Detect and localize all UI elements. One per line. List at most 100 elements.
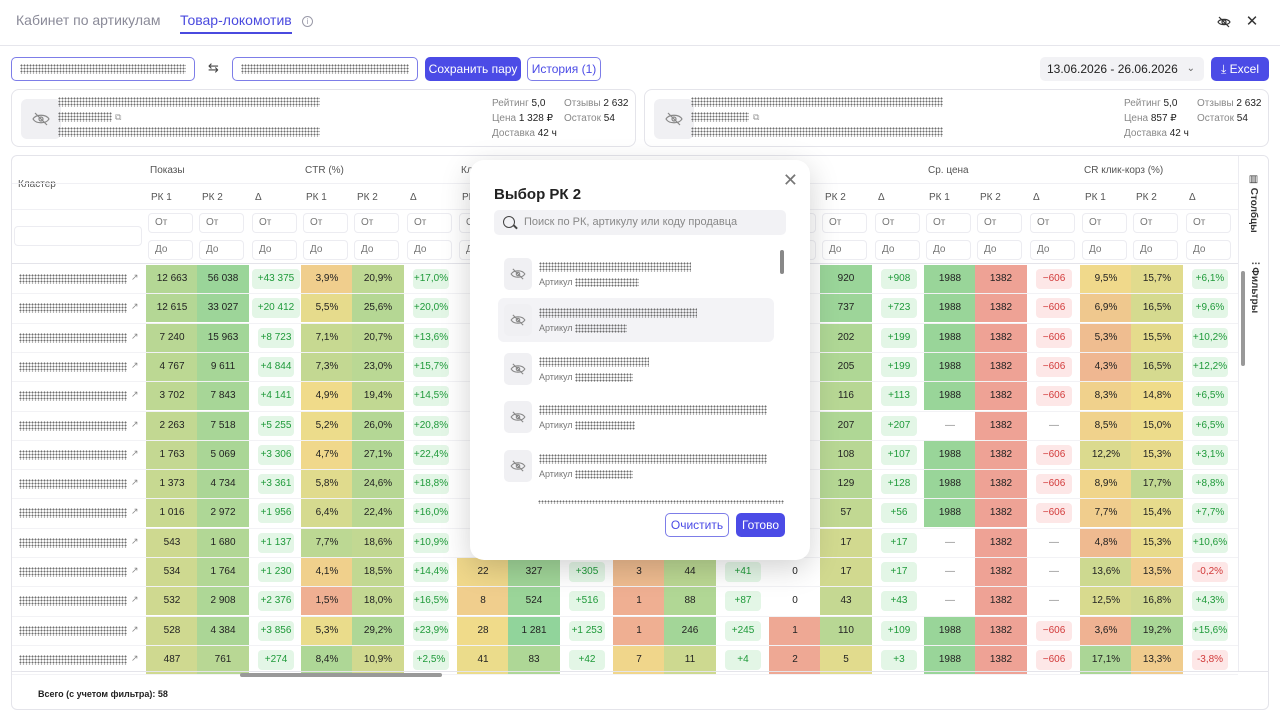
copy-icon[interactable]: ⧉ bbox=[115, 112, 122, 122]
table-cell: 8,9% bbox=[1080, 470, 1132, 499]
campaign-list-item[interactable]: Артикул bbox=[498, 347, 774, 391]
filter-to[interactable]: До bbox=[199, 240, 244, 260]
tab-cabinet[interactable]: Кабинет по артикулам bbox=[16, 12, 161, 28]
filter-to[interactable]: До bbox=[1082, 240, 1127, 260]
header-sub[interactable]: Δ bbox=[410, 192, 417, 203]
header-cluster[interactable]: Кластер bbox=[18, 179, 56, 190]
header-sub[interactable]: Δ bbox=[255, 192, 262, 203]
external-link-icon[interactable]: ↗ bbox=[131, 330, 139, 341]
table-cell: 25,6% bbox=[352, 294, 404, 323]
filter-from[interactable]: От bbox=[1186, 213, 1231, 233]
columns-toggle[interactable]: ▥ Столбцы bbox=[1248, 174, 1259, 233]
modal-scrollbar[interactable] bbox=[780, 250, 784, 274]
info-icon[interactable]: i bbox=[302, 16, 313, 27]
vertical-scrollbar[interactable] bbox=[1241, 271, 1245, 366]
filter-to[interactable]: До bbox=[926, 240, 971, 260]
external-link-icon[interactable]: ↗ bbox=[131, 272, 139, 282]
table-cell: 1382 bbox=[975, 645, 1027, 674]
cluster-filter-input[interactable] bbox=[14, 226, 142, 246]
table-cell: 16,8% bbox=[1131, 587, 1183, 616]
tab-locomotive[interactable]: Товар-локомотив bbox=[180, 12, 292, 34]
header-sub[interactable]: РК 2 bbox=[825, 192, 846, 203]
swap-icon[interactable]: ⇆ bbox=[208, 60, 219, 75]
filter-from[interactable]: От bbox=[977, 213, 1022, 233]
header-sub[interactable]: РК 2 bbox=[1136, 192, 1157, 203]
filter-from[interactable]: От bbox=[1082, 213, 1127, 233]
external-link-icon[interactable]: ↗ bbox=[131, 418, 139, 429]
filter-to[interactable]: До bbox=[148, 240, 193, 260]
close-icon[interactable]: ✕ bbox=[1245, 13, 1259, 30]
external-link-icon[interactable]: ↗ bbox=[131, 301, 139, 312]
external-link-icon[interactable]: ↗ bbox=[131, 594, 139, 605]
table-cell: 1 680 bbox=[197, 528, 249, 557]
filter-from[interactable]: От bbox=[354, 213, 399, 233]
header-sub[interactable]: РК 1 bbox=[1085, 192, 1106, 203]
filter-to[interactable]: До bbox=[1133, 240, 1178, 260]
header-group[interactable]: Кл bbox=[461, 165, 473, 176]
date-range-picker[interactable]: 13.06.2026 - 26.06.2026 ⌄ bbox=[1040, 57, 1204, 81]
filter-from[interactable]: От bbox=[1133, 213, 1178, 233]
filter-from[interactable]: От bbox=[926, 213, 971, 233]
excel-button[interactable]: ⤓ Excel bbox=[1211, 57, 1269, 81]
done-button[interactable]: Готово bbox=[736, 513, 785, 537]
search-input[interactable]: Поиск по РК, артикулу или коду продавца bbox=[494, 210, 786, 235]
clear-button[interactable]: Очистить bbox=[665, 513, 729, 537]
header-sub[interactable]: РК 1 bbox=[306, 192, 327, 203]
header-sub[interactable]: РК 1 bbox=[151, 192, 172, 203]
filter-to[interactable]: До bbox=[1030, 240, 1075, 260]
external-link-icon[interactable]: ↗ bbox=[131, 359, 139, 370]
rk1-select[interactable] bbox=[11, 57, 195, 81]
campaign-list-item[interactable]: Артикул bbox=[498, 252, 774, 296]
filter-from[interactable]: От bbox=[407, 213, 452, 233]
campaign-list-item[interactable]: Артикул bbox=[498, 298, 774, 342]
filters-toggle[interactable]: ⫶ Фильтры bbox=[1249, 262, 1260, 314]
filter-from[interactable]: От bbox=[303, 213, 348, 233]
filter-to[interactable]: До bbox=[303, 240, 348, 260]
header-group[interactable]: Ср. цена bbox=[928, 165, 969, 176]
filter-to[interactable]: До bbox=[252, 240, 297, 260]
external-link-icon[interactable]: ↗ bbox=[131, 565, 139, 575]
filter-to[interactable]: До bbox=[977, 240, 1022, 260]
external-link-icon[interactable]: ↗ bbox=[131, 652, 139, 663]
header-group[interactable]: CTR (%) bbox=[305, 165, 344, 176]
filter-from[interactable]: От bbox=[822, 213, 867, 233]
header-sub[interactable]: РК 2 bbox=[202, 192, 223, 203]
filter-from[interactable]: От bbox=[199, 213, 244, 233]
filter-to[interactable]: До bbox=[822, 240, 867, 260]
external-link-icon[interactable]: ↗ bbox=[131, 389, 139, 400]
header-sub[interactable]: Δ bbox=[1189, 192, 1196, 203]
external-link-icon[interactable]: ↗ bbox=[131, 506, 139, 517]
delta-badge: +2 376 bbox=[258, 591, 294, 612]
external-link-icon[interactable]: ↗ bbox=[131, 477, 139, 488]
header-sub[interactable]: РК 1 bbox=[929, 192, 950, 203]
filter-from[interactable]: От bbox=[875, 213, 920, 233]
copy-icon[interactable]: ⧉ bbox=[753, 112, 760, 122]
external-link-icon[interactable]: ↗ bbox=[131, 447, 139, 458]
table-cell: 116 bbox=[820, 382, 872, 411]
filter-from[interactable]: От bbox=[252, 213, 297, 233]
close-icon[interactable]: ✕ bbox=[782, 170, 798, 190]
header-sub[interactable]: РК 2 bbox=[357, 192, 378, 203]
eye-off-icon[interactable] bbox=[1216, 14, 1232, 30]
campaign-list-item[interactable]: Артикул bbox=[498, 444, 774, 488]
save-pair-button[interactable]: Сохранить пару bbox=[425, 57, 521, 81]
filter-from[interactable]: От bbox=[148, 213, 193, 233]
delta-badge: +17 bbox=[881, 532, 917, 553]
history-button[interactable]: История (1) bbox=[527, 57, 601, 81]
header-sub[interactable]: Δ bbox=[878, 192, 885, 203]
filter-to[interactable]: До bbox=[354, 240, 399, 260]
rk2-select[interactable] bbox=[232, 57, 418, 81]
header-group[interactable]: Показы bbox=[150, 165, 185, 176]
header-sub[interactable]: Δ bbox=[1033, 192, 1040, 203]
filter-to[interactable]: До bbox=[1186, 240, 1231, 260]
header-sub[interactable]: РК 2 bbox=[980, 192, 1001, 203]
header-group[interactable]: CR клик-корз (%) bbox=[1084, 165, 1164, 176]
external-link-icon[interactable]: ↗ bbox=[131, 535, 139, 546]
filter-from[interactable]: От bbox=[1030, 213, 1075, 233]
filter-to[interactable]: До bbox=[407, 240, 452, 260]
horizontal-scrollbar[interactable] bbox=[240, 673, 442, 677]
campaign-list-item[interactable]: Артикул bbox=[498, 395, 774, 439]
filter-to[interactable]: До bbox=[875, 240, 920, 260]
external-link-icon[interactable]: ↗ bbox=[131, 623, 139, 634]
delta-badge: -0,2% bbox=[1192, 562, 1228, 582]
